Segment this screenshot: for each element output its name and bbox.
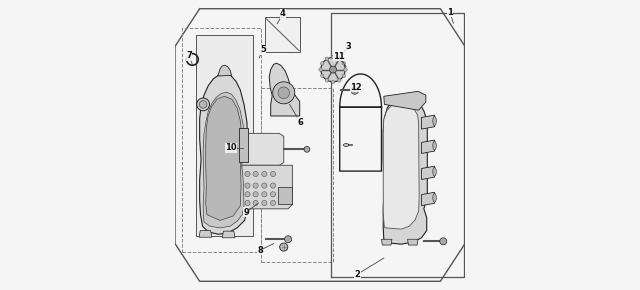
- Circle shape: [253, 192, 258, 197]
- Circle shape: [332, 80, 335, 84]
- Circle shape: [325, 57, 328, 61]
- Circle shape: [321, 74, 324, 77]
- Circle shape: [196, 98, 209, 111]
- Polygon shape: [422, 192, 435, 206]
- Circle shape: [285, 236, 292, 243]
- Text: 4: 4: [280, 9, 286, 19]
- Circle shape: [273, 82, 295, 104]
- Text: 3: 3: [346, 42, 351, 52]
- Circle shape: [262, 171, 267, 177]
- Circle shape: [344, 68, 348, 71]
- Circle shape: [337, 57, 341, 61]
- Text: 7: 7: [186, 51, 192, 60]
- Polygon shape: [384, 91, 426, 110]
- Circle shape: [262, 200, 267, 206]
- Polygon shape: [383, 95, 428, 244]
- Text: 10: 10: [225, 143, 237, 153]
- Circle shape: [245, 192, 250, 197]
- Circle shape: [332, 55, 335, 59]
- Polygon shape: [222, 231, 235, 238]
- Polygon shape: [422, 115, 435, 129]
- Polygon shape: [408, 239, 418, 245]
- Ellipse shape: [433, 193, 436, 202]
- Polygon shape: [199, 231, 212, 237]
- Circle shape: [330, 66, 337, 73]
- Circle shape: [253, 171, 258, 177]
- Circle shape: [278, 87, 289, 99]
- Circle shape: [245, 171, 250, 177]
- Circle shape: [325, 79, 328, 82]
- Circle shape: [337, 79, 341, 82]
- Circle shape: [200, 101, 207, 108]
- Polygon shape: [218, 65, 232, 76]
- Text: 8: 8: [257, 246, 263, 255]
- Polygon shape: [242, 133, 284, 165]
- Ellipse shape: [433, 141, 436, 150]
- Circle shape: [262, 192, 267, 197]
- Polygon shape: [269, 63, 300, 116]
- Text: 6: 6: [298, 118, 303, 127]
- Circle shape: [321, 62, 324, 65]
- Circle shape: [440, 238, 447, 245]
- Text: 5: 5: [260, 45, 266, 55]
- Polygon shape: [242, 165, 292, 209]
- Circle shape: [342, 62, 346, 65]
- Ellipse shape: [433, 116, 436, 126]
- Circle shape: [280, 243, 288, 251]
- Text: 12: 12: [350, 82, 362, 92]
- Polygon shape: [205, 96, 242, 220]
- Circle shape: [253, 200, 258, 206]
- Polygon shape: [265, 17, 300, 52]
- Polygon shape: [383, 102, 419, 229]
- Text: 9: 9: [243, 208, 249, 217]
- Text: 1: 1: [447, 8, 453, 17]
- Circle shape: [319, 68, 323, 71]
- Ellipse shape: [433, 167, 436, 176]
- Circle shape: [245, 183, 250, 188]
- Text: 11: 11: [333, 52, 345, 61]
- Polygon shape: [200, 73, 248, 234]
- Polygon shape: [422, 166, 435, 180]
- Circle shape: [271, 171, 276, 177]
- Polygon shape: [239, 128, 248, 162]
- Polygon shape: [196, 35, 253, 236]
- Circle shape: [351, 87, 358, 94]
- Polygon shape: [381, 239, 392, 245]
- Circle shape: [304, 146, 310, 152]
- Circle shape: [245, 200, 250, 206]
- Circle shape: [253, 183, 258, 188]
- Circle shape: [271, 200, 276, 206]
- Polygon shape: [278, 187, 292, 204]
- Circle shape: [271, 192, 276, 197]
- Text: 2: 2: [355, 269, 360, 279]
- Circle shape: [262, 183, 267, 188]
- Circle shape: [342, 74, 346, 78]
- Circle shape: [321, 57, 345, 82]
- Polygon shape: [203, 92, 244, 228]
- Polygon shape: [422, 140, 435, 153]
- Circle shape: [271, 183, 276, 188]
- Ellipse shape: [344, 144, 349, 146]
